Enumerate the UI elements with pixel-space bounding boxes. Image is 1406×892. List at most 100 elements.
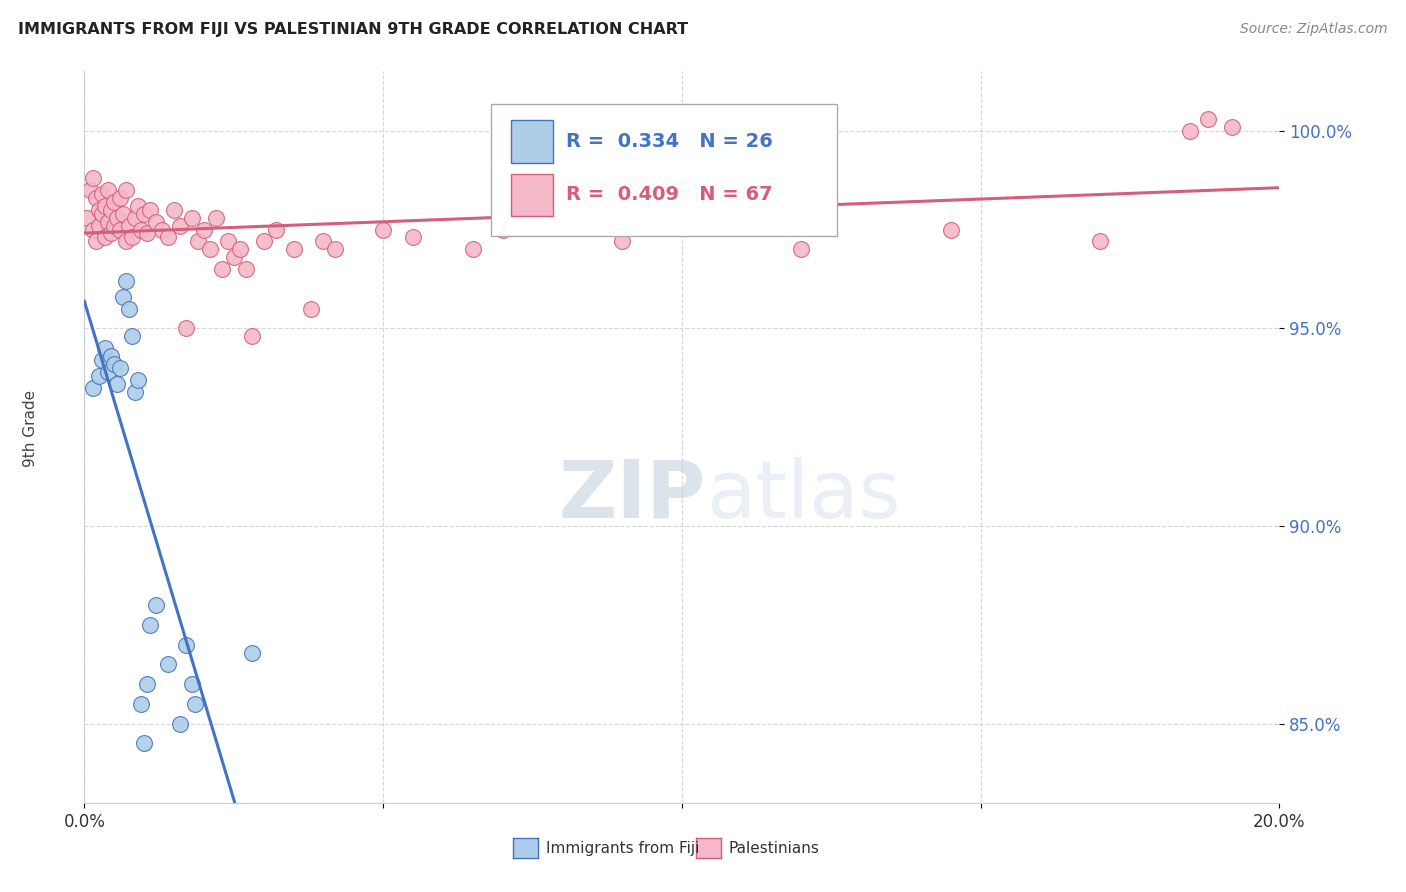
- Point: [184, 697, 207, 711]
- Point: [115, 274, 138, 288]
- Text: Source: ZipAtlas.com: Source: ZipAtlas.com: [1240, 22, 1388, 37]
- Point: [939, 222, 962, 236]
- Point: [163, 202, 186, 217]
- Point: [105, 211, 128, 225]
- Bar: [510, 174, 553, 216]
- Point: [129, 222, 152, 236]
- Point: [100, 227, 122, 241]
- Point: [86, 191, 108, 205]
- Point: [79, 183, 101, 197]
- Point: [253, 235, 276, 249]
- Point: [145, 598, 167, 612]
- Text: Palestinians: Palestinians: [728, 841, 820, 855]
- Point: [91, 186, 114, 201]
- Point: [97, 214, 120, 228]
- Point: [157, 657, 180, 672]
- Point: [150, 222, 173, 236]
- Point: [115, 183, 138, 197]
- Point: [89, 219, 111, 233]
- Point: [1088, 235, 1111, 249]
- Point: [235, 262, 257, 277]
- Point: [264, 222, 287, 236]
- Point: [205, 211, 228, 225]
- Point: [1220, 120, 1243, 134]
- Point: [129, 697, 152, 711]
- Point: [180, 211, 202, 225]
- Point: [174, 638, 197, 652]
- Point: [94, 230, 117, 244]
- Point: [240, 646, 263, 660]
- Point: [121, 329, 143, 343]
- Text: atlas: atlas: [706, 457, 900, 534]
- Text: IMMIGRANTS FROM FIJI VS PALESTINIAN 9TH GRADE CORRELATION CHART: IMMIGRANTS FROM FIJI VS PALESTINIAN 9TH …: [18, 22, 689, 37]
- Point: [139, 618, 162, 632]
- Point: [124, 211, 146, 225]
- Point: [157, 230, 180, 244]
- Point: [211, 262, 233, 277]
- Point: [461, 242, 484, 256]
- Point: [132, 207, 156, 221]
- Point: [118, 301, 141, 316]
- Point: [105, 376, 128, 391]
- Point: [124, 384, 146, 399]
- Point: [82, 222, 104, 236]
- Point: [1197, 112, 1219, 126]
- Point: [136, 677, 159, 691]
- Point: [790, 242, 813, 256]
- Point: [89, 368, 111, 383]
- Point: [132, 737, 156, 751]
- Point: [100, 349, 122, 363]
- Point: [187, 235, 209, 249]
- Point: [180, 677, 202, 691]
- Point: [139, 202, 162, 217]
- Point: [174, 321, 197, 335]
- Point: [492, 222, 515, 236]
- Bar: [510, 120, 553, 162]
- Point: [169, 716, 191, 731]
- Point: [217, 235, 239, 249]
- FancyBboxPatch shape: [491, 104, 837, 235]
- Point: [82, 381, 104, 395]
- Point: [610, 235, 633, 249]
- Point: [228, 242, 252, 256]
- Point: [1178, 123, 1201, 137]
- Point: [240, 329, 263, 343]
- Point: [91, 207, 114, 221]
- Point: [97, 365, 120, 379]
- Point: [94, 199, 117, 213]
- Point: [283, 242, 305, 256]
- Point: [86, 235, 108, 249]
- Point: [103, 194, 125, 209]
- Point: [127, 199, 149, 213]
- Point: [100, 202, 122, 217]
- Text: ZIP: ZIP: [558, 457, 706, 534]
- Point: [76, 211, 98, 225]
- Point: [110, 222, 132, 236]
- Point: [145, 214, 167, 228]
- Point: [110, 360, 132, 375]
- Point: [169, 219, 191, 233]
- Point: [112, 290, 135, 304]
- Point: [402, 230, 425, 244]
- Point: [522, 211, 544, 225]
- Point: [94, 341, 117, 355]
- Point: [89, 202, 111, 217]
- Text: R =  0.334   N = 26: R = 0.334 N = 26: [567, 132, 773, 151]
- Point: [110, 191, 132, 205]
- Point: [103, 357, 125, 371]
- Point: [222, 250, 245, 264]
- Point: [82, 171, 104, 186]
- Point: [312, 235, 335, 249]
- Point: [193, 222, 215, 236]
- Point: [136, 227, 159, 241]
- Point: [112, 207, 135, 221]
- Point: [115, 235, 138, 249]
- Point: [198, 242, 221, 256]
- Point: [121, 230, 143, 244]
- Point: [371, 222, 394, 236]
- Point: [118, 219, 141, 233]
- Text: 9th Grade: 9th Grade: [24, 390, 38, 467]
- Text: R =  0.409   N = 67: R = 0.409 N = 67: [567, 186, 773, 204]
- Point: [97, 183, 120, 197]
- Point: [103, 219, 125, 233]
